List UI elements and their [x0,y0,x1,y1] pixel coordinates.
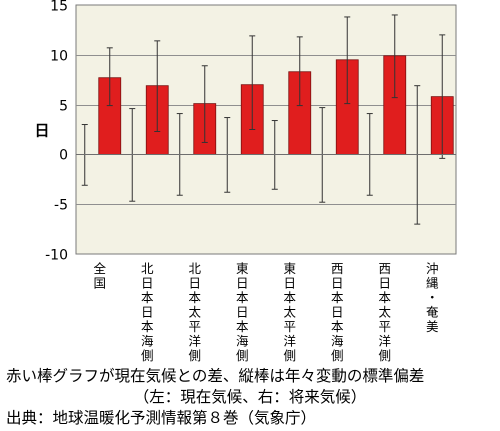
svg-text:日: 日 [141,305,154,320]
svg-text:本: 本 [331,290,344,305]
svg-text:側: 側 [141,348,154,362]
y-tick-label: 15 [50,0,68,15]
svg-text:側: 側 [236,348,249,362]
bar-chart: -10-5051015日全国北日本日本海側北日本太平洋側東日本日本海側東日本太平… [34,0,457,362]
svg-text:海: 海 [236,334,249,349]
svg-text:本: 本 [236,290,249,305]
svg-text:平: 平 [283,319,296,334]
x-tick-label: 全国 [93,261,106,291]
svg-text:国: 国 [93,276,106,291]
svg-text:洋: 洋 [188,334,201,349]
svg-text:本: 本 [378,290,391,305]
svg-text:日: 日 [236,276,249,291]
svg-text:縄: 縄 [426,276,439,291]
svg-text:太: 太 [188,305,201,320]
svg-text:西: 西 [378,261,391,276]
svg-text:側: 側 [188,348,201,362]
svg-text:日: 日 [378,276,391,291]
svg-text:北: 北 [188,261,201,276]
svg-text:側: 側 [378,348,391,362]
y-tick-label: 0 [59,148,68,164]
svg-text:海: 海 [141,334,154,349]
svg-text:本: 本 [188,290,201,305]
svg-text:海: 海 [331,334,344,349]
svg-text:本: 本 [331,319,344,334]
y-tick-label: -5 [54,198,68,214]
svg-text:沖: 沖 [426,261,439,276]
caption-source: 出典：地球温暖化予測情報第８巻（気象庁） [6,409,317,427]
caption-line-1: 赤い棒グラフが現在気候との差、縦棒は年々変動の標準偏差 [6,367,425,385]
svg-text:本: 本 [141,290,154,305]
svg-text:東: 東 [283,261,296,276]
svg-text:本: 本 [141,319,154,334]
svg-text:北: 北 [141,261,154,276]
svg-text:日: 日 [141,276,154,291]
svg-text:・: ・ [426,290,439,305]
svg-text:日: 日 [236,305,249,320]
svg-text:西: 西 [331,261,344,276]
svg-text:全: 全 [93,261,106,276]
svg-text:日: 日 [331,305,344,320]
svg-text:日: 日 [331,276,344,291]
svg-text:洋: 洋 [378,334,391,349]
svg-text:美: 美 [426,319,439,334]
y-axis-label: 日 [34,122,49,140]
svg-text:側: 側 [331,348,344,362]
svg-text:日: 日 [283,276,296,291]
svg-text:平: 平 [188,319,201,334]
svg-text:東: 東 [236,261,249,276]
svg-text:平: 平 [378,319,391,334]
caption-line-2: （左：現在気候、右：将来気候） [133,388,367,406]
svg-text:本: 本 [283,290,296,305]
svg-text:側: 側 [283,348,296,362]
svg-text:奄: 奄 [426,305,439,320]
y-tick-label: -10 [45,248,68,264]
svg-text:太: 太 [378,305,391,320]
x-tick-label: 沖縄・奄美 [426,261,439,334]
svg-text:太: 太 [283,305,296,320]
svg-text:洋: 洋 [283,334,296,349]
svg-text:本: 本 [236,319,249,334]
y-tick-label: 10 [50,49,68,65]
svg-text:日: 日 [188,276,201,291]
y-tick-label: 5 [59,99,68,115]
